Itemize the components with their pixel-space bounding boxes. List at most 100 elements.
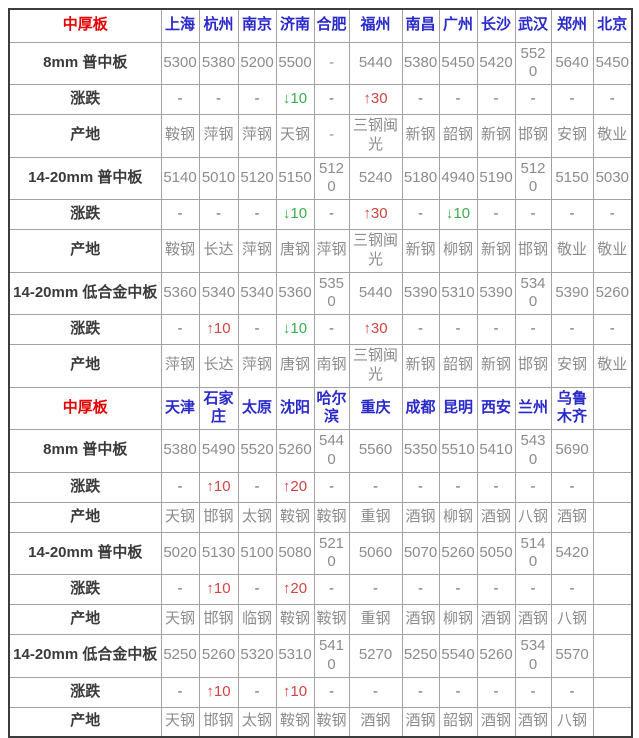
change-cell: - bbox=[198, 199, 239, 230]
row-label: 涨跌 bbox=[8, 199, 162, 230]
origin-cell: 敬业 bbox=[592, 344, 633, 388]
change-cell: ↑30 bbox=[348, 84, 403, 115]
origin-cell: 新钢 bbox=[401, 344, 440, 388]
change-cell bbox=[592, 574, 633, 605]
origin-cell: 三钢闽光 bbox=[348, 114, 403, 158]
origin-cell: 八钢 bbox=[550, 604, 594, 635]
price-cell: 5120 bbox=[313, 156, 350, 200]
price-row: 8mm 普中板 5300 5380 5200 5500-5440 5380 5450 5420… bbox=[8, 41, 633, 85]
change-cell: - bbox=[237, 199, 277, 230]
price-cell: 5430 bbox=[514, 429, 552, 473]
origin-cell bbox=[592, 706, 633, 738]
origin-cell: 萍钢 bbox=[198, 114, 239, 158]
city-header: 郑州 bbox=[550, 8, 594, 43]
change-cell: - bbox=[348, 471, 403, 503]
change-cell: - bbox=[348, 574, 403, 605]
origin-cell: 柳钢 bbox=[438, 604, 478, 635]
change-cell: - bbox=[401, 199, 440, 230]
price-cell: 5690 bbox=[550, 429, 594, 473]
origin-row: 产地 鞍钢 萍钢 萍钢 天钢 - 三钢闽光 新钢 韶钢 新钢 邯钢 安钢 敬业 bbox=[8, 114, 633, 158]
change-cell: - bbox=[438, 574, 478, 605]
origin-row: 产地 天钢 邯钢 临钢 鞍钢 鞍钢 重钢 酒钢 柳钢 酒钢 酒钢 八钢 bbox=[8, 604, 633, 635]
price-cell: 5640 bbox=[550, 41, 594, 85]
price-cell: 5260 bbox=[438, 531, 478, 575]
origin-cell: 柳钢 bbox=[438, 501, 478, 533]
row-label: 14-20mm 低合金中板 bbox=[8, 634, 162, 678]
price-cell: 5010 bbox=[198, 156, 239, 200]
origin-cell: 韶钢 bbox=[438, 706, 478, 738]
origin-cell: 酒钢 bbox=[550, 501, 594, 533]
price-cell bbox=[592, 531, 633, 575]
change-cell: - bbox=[592, 84, 633, 115]
change-cell: - bbox=[237, 84, 277, 115]
origin-row: 产地 鞍钢 长达 萍钢 唐钢 萍钢 三钢闽光 新钢 柳钢 新钢 邯钢 敬业 敬业 bbox=[8, 229, 633, 273]
change-cell: - bbox=[438, 84, 478, 115]
section-title: 中厚板 bbox=[8, 386, 162, 430]
origin-cell bbox=[592, 501, 633, 533]
price-cell: 5200 bbox=[237, 41, 277, 85]
price-cell: 5130 bbox=[198, 531, 239, 575]
city-header: 成都 bbox=[401, 386, 440, 430]
origin-cell: 鞍钢 bbox=[275, 604, 315, 635]
price-cell: 5060 bbox=[348, 531, 403, 575]
price-cell: 5050 bbox=[476, 531, 516, 575]
city-header: 哈尔滨 bbox=[313, 386, 350, 430]
change-cell: ↓10 bbox=[438, 199, 478, 230]
origin-cell: 长达 bbox=[198, 344, 239, 388]
row-label: 产地 bbox=[8, 501, 162, 533]
origin-cell: 八钢 bbox=[550, 706, 594, 738]
origin-cell bbox=[592, 604, 633, 635]
change-cell: - bbox=[514, 199, 552, 230]
price-cell: 5340 bbox=[237, 271, 277, 315]
origin-cell: 鞍钢 bbox=[160, 229, 200, 273]
price-cell: 5210 bbox=[313, 531, 350, 575]
price-cell: 5420 bbox=[476, 41, 516, 85]
price-row: 14-20mm 普中板 5140 5010 5120 5150 5120 5240 5180 4… bbox=[8, 156, 633, 200]
city-header: 西安 bbox=[476, 386, 516, 430]
price-row: 14-20mm 普中板 5020 5130 5100 5080 5210 5060 5070 5… bbox=[8, 531, 633, 575]
origin-cell: 酒钢 bbox=[514, 706, 552, 738]
price-row: 14-20mm 低合金中板 5360 5340 5340 5360 5350 5440 539… bbox=[8, 271, 633, 315]
change-row: 涨跌 - - - ↓10- ↑30- ↓10- - - - bbox=[8, 199, 633, 230]
change-cell: - bbox=[237, 676, 277, 708]
price-row: 14-20mm 低合金中板 5250 5260 5320 5310 5410 5270 525… bbox=[8, 634, 633, 678]
price-cell: 5120 bbox=[514, 156, 552, 200]
price-cell: 5080 bbox=[275, 531, 315, 575]
city-header: 武汉 bbox=[514, 8, 552, 43]
row-label: 涨跌 bbox=[8, 84, 162, 115]
change-cell: - bbox=[476, 84, 516, 115]
origin-cell: 邯钢 bbox=[198, 604, 239, 635]
row-label: 8mm 普中板 bbox=[8, 429, 162, 473]
change-cell: - bbox=[514, 84, 552, 115]
price-cell: 5390 bbox=[401, 271, 440, 315]
price-cell: 5450 bbox=[592, 41, 633, 85]
origin-cell: 鞍钢 bbox=[275, 706, 315, 738]
origin-cell: 天钢 bbox=[160, 501, 200, 533]
row-label: 8mm 普中板 bbox=[8, 41, 162, 85]
change-cell: - bbox=[160, 574, 200, 605]
origin-cell: 安钢 bbox=[550, 114, 594, 158]
price-cell: 5020 bbox=[160, 531, 200, 575]
change-cell: - bbox=[476, 574, 516, 605]
change-cell: - bbox=[237, 314, 277, 345]
origin-cell: 重钢 bbox=[348, 501, 403, 533]
price-cell: 5500 bbox=[275, 41, 315, 85]
change-cell: - bbox=[514, 471, 552, 503]
change-cell: ↑10 bbox=[198, 574, 239, 605]
price-table-body: 中厚板 上海 杭州 南京 济南 合肥 福州 南昌 广州 长沙 武汉 郑州 北京 8mm 普中板 5300 53… bbox=[8, 8, 633, 738]
change-cell bbox=[592, 471, 633, 503]
price-cell: 5390 bbox=[550, 271, 594, 315]
price-cell: 5100 bbox=[237, 531, 277, 575]
city-header: 石家庄 bbox=[198, 386, 239, 430]
price-cell: 5140 bbox=[160, 156, 200, 200]
origin-cell: 敬业 bbox=[550, 229, 594, 273]
origin-cell: 鞍钢 bbox=[275, 501, 315, 533]
change-row: 涨跌 - ↑10- ↑20- - - - - - - bbox=[8, 471, 633, 503]
price-cell: 5340 bbox=[514, 271, 552, 315]
origin-cell: 柳钢 bbox=[438, 229, 478, 273]
change-cell: ↑20 bbox=[275, 574, 315, 605]
origin-cell: 临钢 bbox=[237, 604, 277, 635]
price-cell: 5540 bbox=[438, 634, 478, 678]
price-cell: 5520 bbox=[514, 41, 552, 85]
change-cell: ↑10 bbox=[198, 314, 239, 345]
